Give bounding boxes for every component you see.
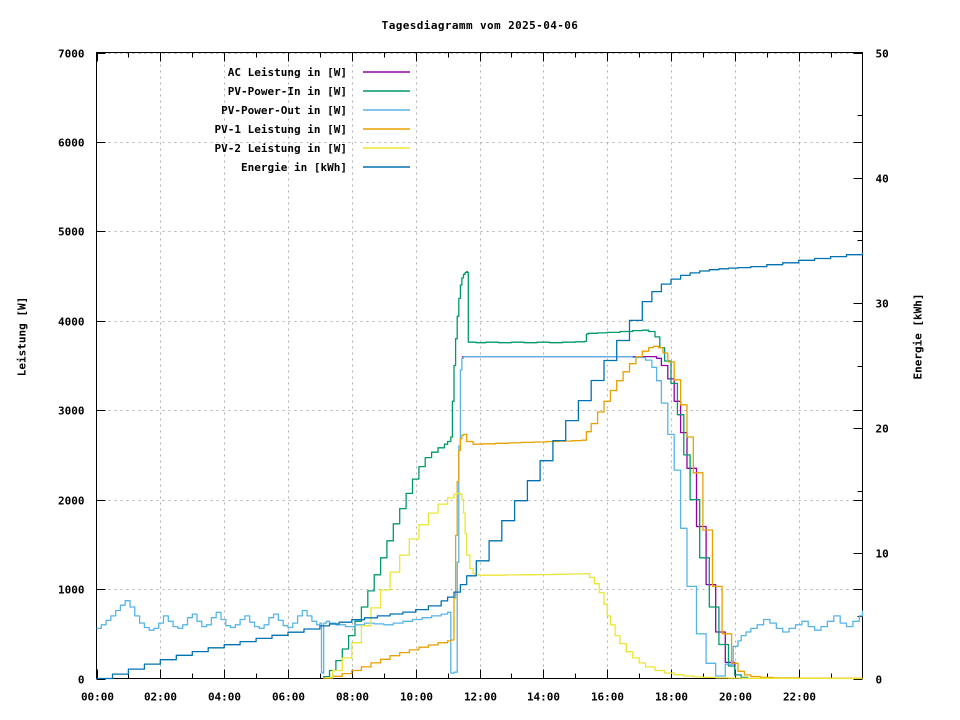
y2-tick-label: 40 [876, 173, 889, 186]
x-tick-label: 04:00 [208, 691, 241, 704]
y-tick-label: 5000 [58, 226, 85, 239]
x-tick-label: 06:00 [272, 691, 305, 704]
x-tick-label: 10:00 [400, 691, 433, 704]
y-tick-label: 1000 [58, 584, 85, 597]
y-tick-label: 4000 [58, 316, 85, 329]
chart-title: Tagesdiagramm vom 2025-04-06 [381, 19, 579, 32]
legend-label: PV-Power-In in [W] [228, 85, 347, 98]
x-tick-label: 22:00 [783, 691, 816, 704]
legend-label: AC Leistung in [W] [228, 66, 347, 79]
series-line [96, 355, 864, 677]
grid-lines [96, 52, 863, 679]
legend-label: PV-2 Leistung in [W] [215, 142, 347, 155]
legend-label: Energie in [kWh] [241, 161, 347, 174]
x-tick-label: 00:00 [81, 691, 114, 704]
legend-label: PV-Power-Out in [W] [221, 104, 347, 117]
x-tick-label: 12:00 [464, 691, 497, 704]
y2-tick-label: 0 [876, 674, 883, 687]
x-tick-label: 16:00 [591, 691, 624, 704]
y-tick-label: 3000 [58, 405, 85, 418]
chart-legend: AC Leistung in [W] PV-Power-In in [W] PV-P… [215, 66, 410, 174]
x-tick-label: 14:00 [527, 691, 560, 704]
y2-tick-label: 10 [876, 548, 889, 561]
y-tick-label: 0 [78, 674, 85, 687]
plot-frame [96, 52, 863, 679]
series-line [461, 355, 736, 676]
x-tick-label: 08:00 [336, 691, 369, 704]
legend-label: PV-1 Leistung in [W] [215, 123, 347, 136]
x-tick-label: 02:00 [144, 691, 177, 704]
axis-tick-labels: 0 1000 2000 3000 4000 5000 6000 7000 0 10 20 30 40 50… [58, 48, 889, 704]
axis-ticks [96, 52, 863, 680]
y2-tick-label: 30 [876, 298, 889, 311]
y-tick-label: 6000 [58, 137, 85, 150]
series-line [323, 270, 749, 679]
y-tick-label: 7000 [58, 48, 85, 61]
y-tick-label: 2000 [58, 495, 85, 508]
series-line [323, 345, 864, 679]
series-line [96, 252, 864, 680]
data-series [96, 252, 864, 680]
y2-tick-label: 20 [876, 423, 889, 436]
x-tick-label: 20:00 [719, 691, 752, 704]
x-tick-label: 18:00 [655, 691, 688, 704]
y2-tick-label: 50 [876, 48, 889, 61]
series-line [324, 492, 863, 680]
